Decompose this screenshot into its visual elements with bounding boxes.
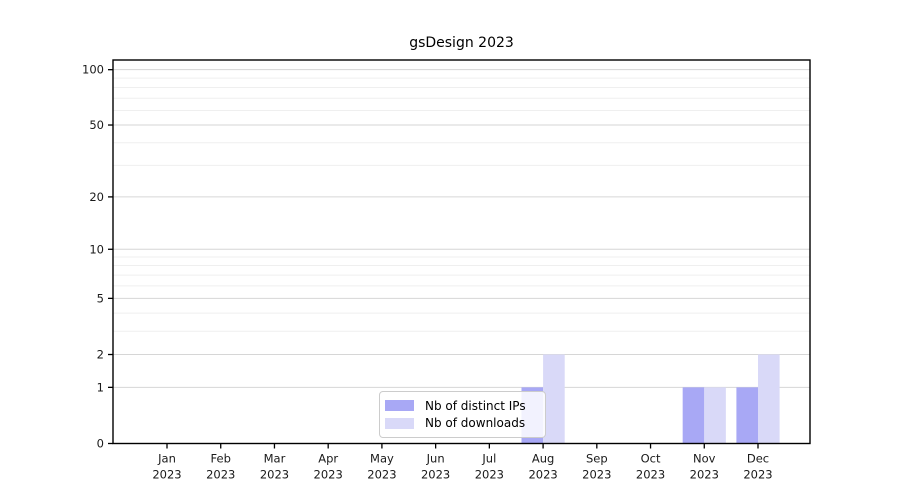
y-tick-label: 100 <box>82 63 104 77</box>
y-tick-label: 5 <box>97 291 104 305</box>
y-tick-label: 0 <box>97 437 104 451</box>
legend-label-distinct-ips: Nb of distinct IPs <box>425 398 526 413</box>
legend-swatch-downloads-icon <box>385 417 414 429</box>
x-tick-label: Dec 2023 <box>743 452 772 482</box>
chart-title: gsDesign 2023 <box>409 35 514 51</box>
x-tick-label: Jan 2023 <box>152 452 181 482</box>
x-tick-label: Apr 2023 <box>314 452 343 482</box>
y-tick-label: 2 <box>97 348 104 362</box>
x-tick-label: May 2023 <box>367 452 396 482</box>
y-tick-label: 20 <box>89 190 104 204</box>
x-tick-label: Feb 2023 <box>206 452 235 482</box>
axis-frame <box>112 59 811 445</box>
y-tick-label: 10 <box>89 242 104 256</box>
legend-label-downloads: Nb of downloads <box>425 416 526 431</box>
bar-distinct-ips-nov <box>682 387 705 444</box>
bar-downloads-nov <box>704 387 726 444</box>
x-tick-label: Jul 2023 <box>475 452 504 482</box>
x-tick-label: Nov 2023 <box>690 452 719 482</box>
y-tick-label: 50 <box>89 118 104 132</box>
x-tick-label: Sep 2023 <box>582 452 611 482</box>
bar-downloads-dec <box>758 354 780 444</box>
x-tick-label: Mar 2023 <box>260 452 289 482</box>
chart-legend: Nb of distinct IPs Nb of downloads <box>379 391 546 438</box>
legend-item-downloads: Nb of downloads <box>385 416 539 430</box>
x-tick-label: Oct 2023 <box>636 452 665 482</box>
x-tick-label: Aug 2023 <box>528 452 557 482</box>
bar-downloads-aug <box>543 354 565 444</box>
x-tick-label: Jun 2023 <box>421 452 450 482</box>
y-tick-label: 1 <box>97 380 104 394</box>
legend-item-distinct-ips: Nb of distinct IPs <box>385 399 539 413</box>
bar-distinct-ips-dec <box>736 387 758 444</box>
legend-swatch-distinct-ips-icon <box>385 400 414 412</box>
